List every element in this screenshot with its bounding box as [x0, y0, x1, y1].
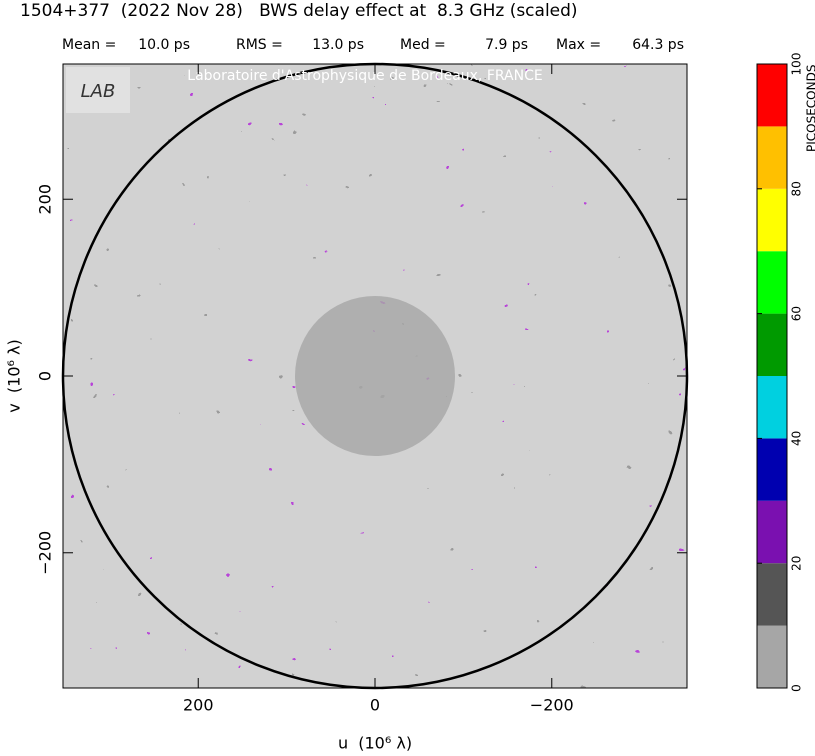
stat-label: Mean = — [62, 37, 116, 53]
x-tick-label: 200 — [183, 696, 214, 715]
colorbar-segment — [757, 625, 787, 688]
stat-value: 10.0 ps — [138, 37, 190, 53]
logo-box — [66, 67, 130, 113]
colorbar-segment — [757, 64, 787, 127]
logo: LAB — [81, 81, 116, 102]
y-axis-label: v (10⁶ λ) — [5, 339, 24, 412]
uv-map — [63, 64, 687, 688]
colorbar-segment — [757, 376, 787, 439]
stat-value: 64.3 ps — [632, 37, 684, 53]
map-center — [295, 296, 455, 456]
stat-value: 13.0 ps — [312, 37, 364, 53]
y-tick-label: 200 — [36, 184, 55, 215]
colorbar-tick-label: 0 — [790, 684, 804, 692]
y-tick-label: 0 — [36, 371, 55, 381]
watermark: Laboratoire d'Astrophysique de Bordeaux,… — [187, 68, 542, 84]
colorbar-label: PICOSECONDS — [805, 65, 815, 152]
colorbar-tick-label: 80 — [790, 181, 804, 196]
colorbar-tick-label: 20 — [790, 556, 804, 571]
colorbar-tick-label: 40 — [790, 431, 804, 446]
stat-label: Max = — [556, 37, 601, 53]
stat-value: 7.9 ps — [485, 37, 528, 53]
colorbar-segment — [757, 188, 787, 252]
colorbar-tick-label: 60 — [790, 306, 804, 321]
colorbar-tick-label: 100 — [790, 53, 804, 76]
stat-label: RMS = — [236, 37, 283, 53]
colorbar-segment — [757, 251, 787, 314]
stat-label: Med = — [400, 37, 446, 53]
y-tick-label: −200 — [36, 531, 55, 575]
x-axis-label: u (10⁶ λ) — [338, 734, 412, 753]
colorbar-segment — [757, 438, 787, 501]
x-tick-label: −200 — [530, 696, 574, 715]
colorbar-frame — [756, 63, 788, 689]
colorbar-segment — [757, 500, 787, 564]
x-tick-label: 0 — [370, 696, 380, 715]
colorbar-segment — [757, 126, 787, 189]
colorbar-segment — [757, 313, 787, 376]
chart-title: 1504+377 (2022 Nov 28) BWS delay effect … — [20, 1, 578, 21]
colorbar-segment — [757, 563, 787, 626]
